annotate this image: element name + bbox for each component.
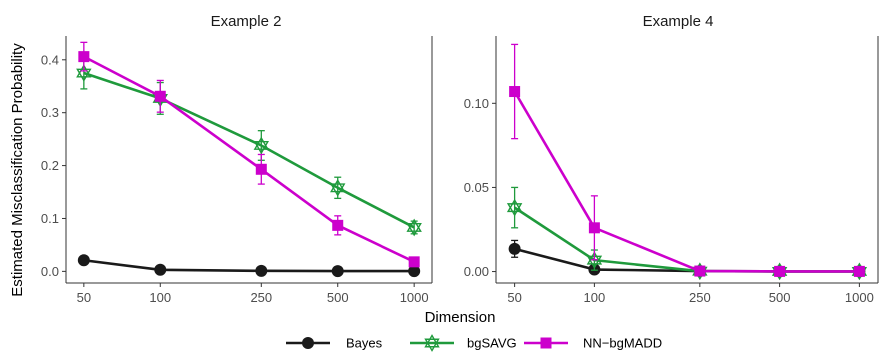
x-tick-label: 50 (507, 290, 521, 305)
x-tick-label: 100 (149, 290, 171, 305)
x-tick-label: 250 (250, 290, 272, 305)
data-point (330, 178, 346, 197)
data-point (332, 219, 344, 231)
x-tick-label: 1000 (845, 290, 874, 305)
legend-label: NN−bgMADD (583, 336, 662, 351)
x-tick-label: 500 (769, 290, 791, 305)
y-tick-label: 0.4 (41, 52, 59, 67)
y-tick-label: 0.10 (464, 96, 489, 111)
panel-example-4: 0.00 0.05 0.10 50 100 250 500 1000 (464, 36, 879, 305)
legend-marker (302, 337, 314, 349)
series-nn-bgmadd (509, 43, 865, 277)
data-point (77, 254, 90, 267)
panel-2-title: Example 4 (643, 13, 714, 30)
y-tick-label: 0.0 (41, 264, 59, 279)
legend-label: Bayes (346, 336, 383, 351)
panel-1-title: Example 2 (211, 13, 282, 30)
data-point (255, 163, 267, 175)
y-axis-title: Estimated Misclassification Probability (9, 43, 26, 297)
series-line (513, 90, 860, 273)
y-tick-label: 0.00 (464, 264, 489, 279)
data-point (408, 265, 421, 278)
data-point (588, 222, 600, 234)
data-point (408, 256, 420, 268)
legend-entry-nn-bgmadd: NN−bgMADD (524, 336, 662, 351)
data-point (853, 265, 865, 277)
y-tick-label: 0.1 (41, 211, 59, 226)
data-point (154, 90, 166, 102)
series-line (83, 258, 415, 273)
data-point (694, 265, 706, 277)
x-tick-label: 100 (584, 290, 606, 305)
y-tick-label: 0.05 (464, 180, 489, 195)
y-tick-label: 0.2 (41, 158, 59, 173)
series-line (83, 71, 415, 229)
legend-entry-bayes: Bayes (286, 336, 383, 351)
data-point (509, 86, 521, 98)
legend-entry-bgsavg: bgSAVG (410, 334, 517, 352)
data-point (406, 218, 422, 237)
legend-label: bgSAVG (467, 336, 517, 351)
panel-example-2: 0.0 0.1 0.2 0.3 0.4 50 100 250 500 1000 (41, 36, 433, 305)
x-tick-label: 50 (77, 290, 91, 305)
data-point (253, 136, 270, 155)
x-tick-label: 1000 (400, 290, 429, 305)
data-point (154, 263, 167, 276)
data-point (506, 198, 523, 217)
x-tick-label: 250 (689, 290, 711, 305)
legend-marker (424, 334, 440, 352)
series-bgsavg (76, 56, 422, 237)
data-point (78, 51, 90, 63)
x-axis-title: Dimension (425, 309, 496, 326)
error-bar (511, 186, 519, 229)
data-point (508, 242, 521, 255)
series-bayes (77, 254, 421, 278)
x-tick-label: 500 (327, 290, 349, 305)
legend-marker (540, 337, 552, 349)
series-line (514, 247, 860, 273)
data-point (331, 265, 344, 278)
data-point (255, 264, 268, 277)
series-line (83, 55, 415, 264)
series-nn-bgmadd (78, 41, 420, 268)
y-tick-label: 0.3 (41, 105, 59, 120)
data-point (774, 265, 786, 277)
legend: Bayes bgSAVG NN−bgMADD (286, 334, 662, 352)
